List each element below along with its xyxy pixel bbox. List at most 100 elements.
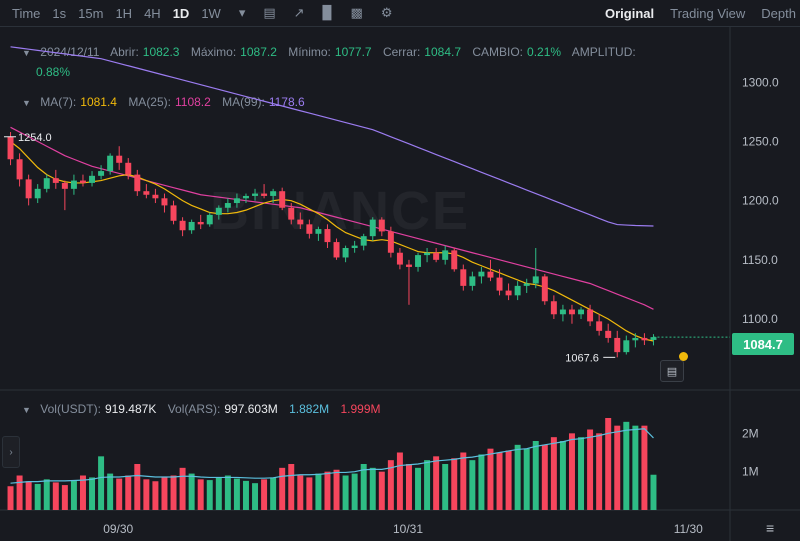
candle-body — [161, 198, 168, 206]
volume-bar — [550, 437, 557, 510]
volume-bar — [505, 450, 512, 510]
view-depth[interactable]: Depth — [761, 5, 796, 21]
candle-body — [261, 193, 268, 196]
interval-4h[interactable]: 4H — [144, 5, 161, 21]
candle-body — [514, 285, 521, 296]
volume-bar — [7, 486, 14, 510]
candle-body — [333, 242, 340, 258]
candle-type-icon[interactable]: ▤ — [263, 5, 276, 20]
expand-panel-button[interactable]: › — [2, 436, 20, 468]
candle-body — [61, 182, 68, 189]
collapse-icon[interactable]: ▼ — [22, 48, 31, 58]
volume-bar — [487, 448, 494, 510]
notification-dot — [679, 352, 688, 361]
candlestick-icon[interactable]: ▉ — [322, 5, 333, 20]
candle-body — [170, 205, 177, 221]
candle-body — [342, 248, 349, 258]
candle-body — [442, 250, 449, 260]
amplitude-value: 0.88% — [36, 65, 71, 79]
chevron-down-icon[interactable]: ▾ — [238, 5, 246, 20]
open-value: 1082.3 — [142, 45, 180, 59]
open-label: Abrir: — [110, 45, 139, 59]
volume-bar — [623, 421, 630, 510]
candle-body — [387, 231, 394, 253]
volume-bar — [306, 477, 313, 510]
view-original[interactable]: Original — [605, 5, 655, 21]
volume-bar — [378, 471, 385, 510]
candle-body — [16, 159, 23, 180]
ohlc-line: ▼ 2024/12/11 Abrir: 1082.3 Máximo: 1087.2 … — [22, 45, 640, 59]
volume-bar — [578, 437, 585, 510]
ma99-line — [10, 46, 654, 227]
chart-toolbar: Time 1s 15m 1H 4H 1D 1W ▾ ▤ ↗ ▉ ▩ ⚙ Orig… — [0, 0, 800, 27]
candle-body — [7, 136, 14, 160]
vol-tick-label: 1M — [742, 465, 759, 479]
candle-body — [206, 214, 213, 225]
volume-line: ▼ Vol(USDT): 919.487K Vol(ARS): 997.603M 1… — [22, 402, 389, 416]
volume-ars-label: Vol(ARS): — [167, 402, 221, 416]
candle-body — [351, 245, 358, 248]
candle-body — [224, 203, 231, 208]
volume-bar — [614, 425, 621, 510]
candle-body — [650, 337, 657, 340]
close-label: Cerrar: — [382, 45, 421, 59]
volume-ma1: 1.882M — [289, 402, 330, 416]
candle-body — [324, 229, 331, 243]
volume-bar — [288, 464, 295, 510]
volume-bar — [261, 479, 268, 510]
interval-1h[interactable]: 1H — [115, 5, 133, 21]
volume-bar — [478, 454, 485, 510]
view-trading-view[interactable]: Trading View — [670, 5, 746, 21]
candle-body — [360, 236, 367, 246]
volume-bar — [424, 460, 431, 510]
low-marker-label: 1067.6 — [565, 352, 599, 364]
scale-settings-icon[interactable]: ≡ — [766, 520, 775, 536]
annotation-button[interactable]: ▤ — [660, 360, 684, 382]
volume-bar — [279, 467, 286, 510]
candle-body — [125, 162, 132, 175]
volume-bar — [143, 479, 150, 510]
volume-bar — [52, 482, 59, 510]
candle-body — [297, 219, 304, 225]
interval-time[interactable]: Time — [12, 5, 41, 21]
candle-body — [279, 191, 286, 208]
candle-body — [559, 309, 566, 315]
ma7-value: 1081.4 — [80, 95, 117, 109]
volume-bar — [116, 478, 123, 510]
volume-bar — [605, 418, 612, 510]
template-icon[interactable]: ▩ — [350, 5, 363, 20]
candle-body — [116, 155, 123, 163]
candle-body — [215, 207, 222, 215]
interval-15m[interactable]: 15m — [78, 5, 104, 21]
binance-watermark: BINANCE — [210, 181, 471, 241]
candle-body — [288, 207, 295, 220]
gear-icon[interactable]: ⚙ — [380, 5, 393, 20]
collapse-icon[interactable]: ▼ — [22, 405, 31, 415]
collapse-icon[interactable]: ▼ — [22, 98, 31, 108]
volume-usdt: 919.487K — [104, 402, 157, 416]
interval-1d[interactable]: 1D — [172, 5, 190, 21]
candle-body — [79, 180, 86, 183]
volume-bar — [324, 471, 331, 510]
candle-body — [143, 191, 150, 195]
volume-bar — [360, 464, 367, 510]
volume-bar — [532, 441, 539, 510]
volume-bar — [270, 477, 277, 510]
y-tick-label: 1250.0 — [742, 135, 779, 149]
interval-1s[interactable]: 1s — [52, 5, 67, 21]
volume-bar — [342, 475, 349, 510]
indicator-icon[interactable]: ↗ — [293, 5, 305, 20]
volume-bar — [161, 477, 168, 510]
candle-body — [578, 309, 585, 315]
close-value: 1084.7 — [424, 45, 461, 59]
x-tick-label: 10/31 — [393, 522, 423, 536]
volume-bar — [98, 456, 105, 510]
candle-body — [487, 271, 494, 278]
volume-bar — [650, 474, 657, 510]
y-tick-label: 1200.0 — [742, 194, 779, 208]
ohlc-date: 2024/12/11 — [40, 45, 100, 59]
interval-1w[interactable]: 1W — [201, 5, 221, 21]
last-price-tag: 1084.7 — [732, 333, 794, 355]
volume-bar — [559, 441, 566, 510]
